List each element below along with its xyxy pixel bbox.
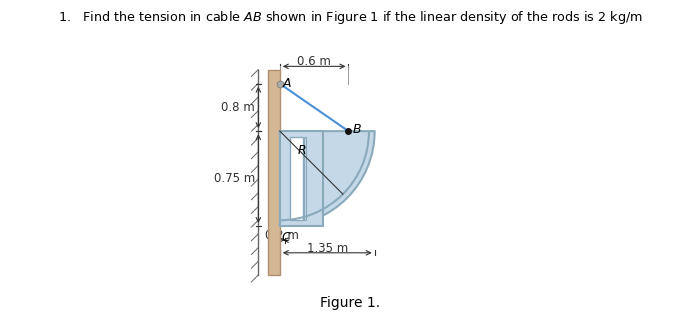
Text: 0.6 m: 0.6 m <box>298 55 331 68</box>
Text: 1.35 m: 1.35 m <box>307 241 348 255</box>
Bar <box>290 137 303 220</box>
Bar <box>268 70 280 275</box>
Text: R: R <box>298 143 307 157</box>
Wedge shape <box>280 131 374 226</box>
Text: A: A <box>283 77 291 90</box>
Text: C: C <box>281 231 290 244</box>
Text: 0.2 m: 0.2 m <box>265 229 299 242</box>
Text: 0.75 m: 0.75 m <box>214 172 256 185</box>
Text: Figure 1.: Figure 1. <box>320 296 380 310</box>
Bar <box>280 131 323 226</box>
Text: 1.   Find the tension in cable $AB$ shown in Figure 1 if the linear density of t: 1. Find the tension in cable $AB$ shown … <box>57 9 643 27</box>
Text: 0.8 m: 0.8 m <box>221 101 255 114</box>
Bar <box>304 137 306 220</box>
Text: B: B <box>352 123 361 136</box>
